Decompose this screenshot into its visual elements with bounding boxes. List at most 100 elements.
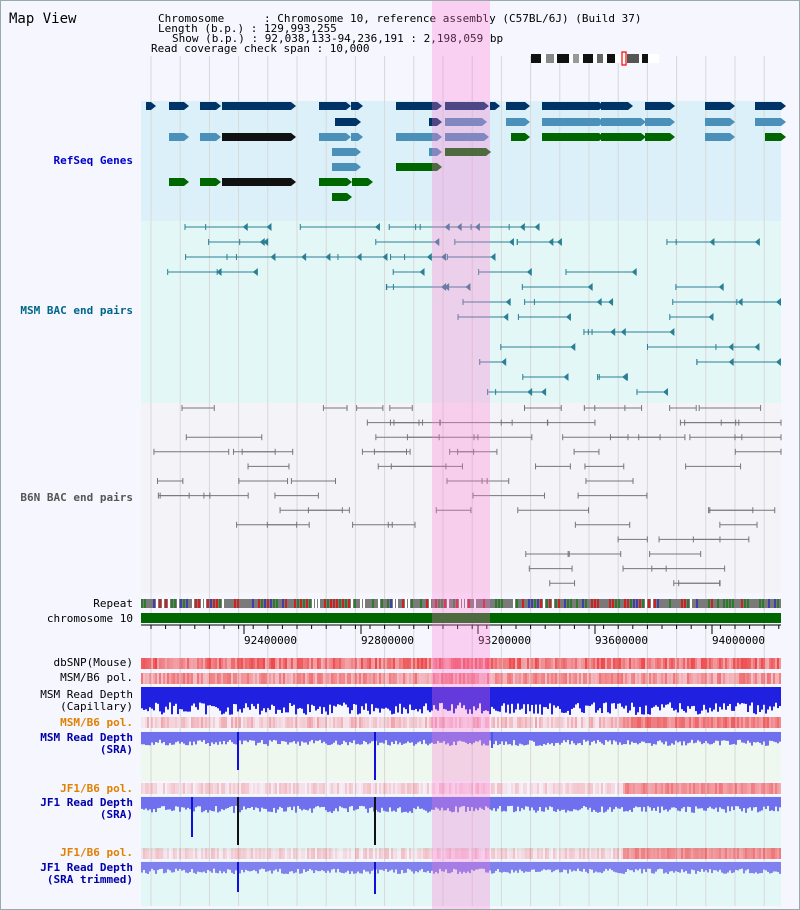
heat-strip-cell: [375, 848, 377, 859]
read-depth-bar: [247, 732, 249, 743]
read-depth-bar: [699, 797, 701, 809]
heat-strip-cell: [735, 848, 737, 859]
heat-strip-cell: [259, 848, 261, 859]
read-depth-bar: [455, 862, 457, 870]
heat-strip-cell: [609, 717, 611, 728]
heat-strip-cell: [365, 673, 367, 684]
read-depth-bar: [211, 687, 213, 707]
heat-strip-cell: [675, 783, 677, 794]
refseq-gene-glyph: [445, 148, 486, 156]
heat-strip-cell: [679, 717, 681, 728]
read-depth-bar: [279, 687, 281, 710]
heat-strip-cell: [713, 673, 715, 684]
heat-strip-cell: [179, 717, 181, 728]
read-depth-bar: [663, 797, 665, 811]
read-depth-bar: [389, 862, 391, 871]
heat-strip-cell: [747, 848, 749, 859]
heat-strip-cell: [315, 783, 317, 794]
read-depth-bar: [669, 687, 671, 703]
heat-strip-cell: [225, 783, 227, 794]
repeat-element: [444, 599, 446, 608]
heat-strip-cell: [471, 783, 473, 794]
read-depth-bar: [281, 797, 283, 808]
read-depth-bar: [401, 862, 403, 871]
heat-strip-cell: [645, 848, 647, 859]
jf1-read-depth-sra-sub: (SRA): [99, 808, 133, 821]
heat-strip-cell: [701, 783, 703, 794]
read-depth-bar: [685, 862, 687, 871]
heat-strip-cell: [257, 783, 259, 794]
heat-strip-cell: [481, 848, 483, 859]
heat-strip-cell: [265, 717, 267, 728]
heat-strip-cell: [407, 848, 409, 859]
heat-strip-cell: [235, 673, 237, 684]
heat-strip-cell: [727, 673, 729, 684]
heat-strip-cell: [365, 717, 367, 728]
gene-strand-arrow: [730, 133, 735, 141]
read-depth-bar: [757, 862, 759, 874]
repeat-element: [198, 599, 200, 608]
heat-strip-cell: [637, 673, 639, 684]
read-depth-bar: [519, 797, 521, 812]
read-depth-bar: [689, 862, 691, 874]
heat-strip-cell: [673, 658, 675, 669]
heat-strip-cell: [213, 848, 215, 859]
heat-strip-cell: [239, 673, 241, 684]
heat-strip-cell: [603, 658, 605, 669]
read-depth-bar: [307, 862, 309, 871]
heat-strip-cell: [427, 717, 429, 728]
read-depth-bar: [515, 687, 517, 710]
read-depth-bar: [429, 797, 431, 812]
heat-strip-cell: [225, 848, 227, 859]
read-depth-bar: [683, 687, 685, 711]
read-depth-bar: [619, 862, 621, 874]
read-depth-bar: [753, 862, 755, 874]
heat-strip-cell: [621, 658, 623, 669]
read-depth-bar: [405, 687, 407, 710]
read-depth-bar: [199, 797, 201, 807]
read-depth-bar: [383, 797, 385, 811]
read-depth-bar: [311, 797, 313, 813]
repeat-element: [516, 599, 518, 608]
heat-strip-cell: [165, 673, 167, 684]
heat-strip-cell: [489, 848, 491, 859]
read-depth-bar: [527, 862, 529, 872]
read-depth-bar: [625, 687, 627, 706]
heat-strip-cell: [159, 673, 161, 684]
read-depth-bar: [691, 862, 693, 870]
heat-strip-cell: [693, 658, 695, 669]
heat-strip-cell: [167, 783, 169, 794]
read-depth-bar: [543, 732, 545, 744]
gene-strand-arrow: [347, 178, 352, 186]
read-depth-bar: [747, 687, 749, 713]
refseq-gene-glyph: [222, 102, 291, 110]
heat-strip-cell: [545, 848, 547, 859]
heat-strip-cell: [517, 673, 519, 684]
heat-strip-cell: [153, 783, 155, 794]
heat-strip-cell: [467, 783, 469, 794]
read-depth-bar: [623, 862, 625, 874]
read-depth-bar: [491, 797, 493, 811]
heat-strip-cell: [205, 673, 207, 684]
heat-strip-cell: [705, 658, 707, 669]
heat-strip-cell: [321, 848, 323, 859]
heat-strip-cell: [275, 717, 277, 728]
heat-strip-cell: [575, 673, 577, 684]
heat-strip-cell: [279, 717, 281, 728]
msm-bac-end-arrow: [563, 373, 569, 381]
read-depth-bar: [175, 862, 177, 869]
read-depth-bar: [251, 862, 253, 871]
heat-strip-cell: [461, 658, 463, 669]
heat-strip-cell: [553, 783, 555, 794]
heat-strip-cell: [221, 717, 223, 728]
heat-strip-cell: [613, 783, 615, 794]
heat-strip-cell: [175, 658, 177, 669]
read-depth-bar: [305, 797, 307, 810]
heat-strip-cell: [637, 658, 639, 669]
heat-strip-cell: [327, 717, 329, 728]
heat-strip-cell: [235, 783, 237, 794]
repeat-element: [297, 599, 299, 608]
heat-strip-cell: [587, 658, 589, 669]
heat-strip-cell: [419, 673, 421, 684]
